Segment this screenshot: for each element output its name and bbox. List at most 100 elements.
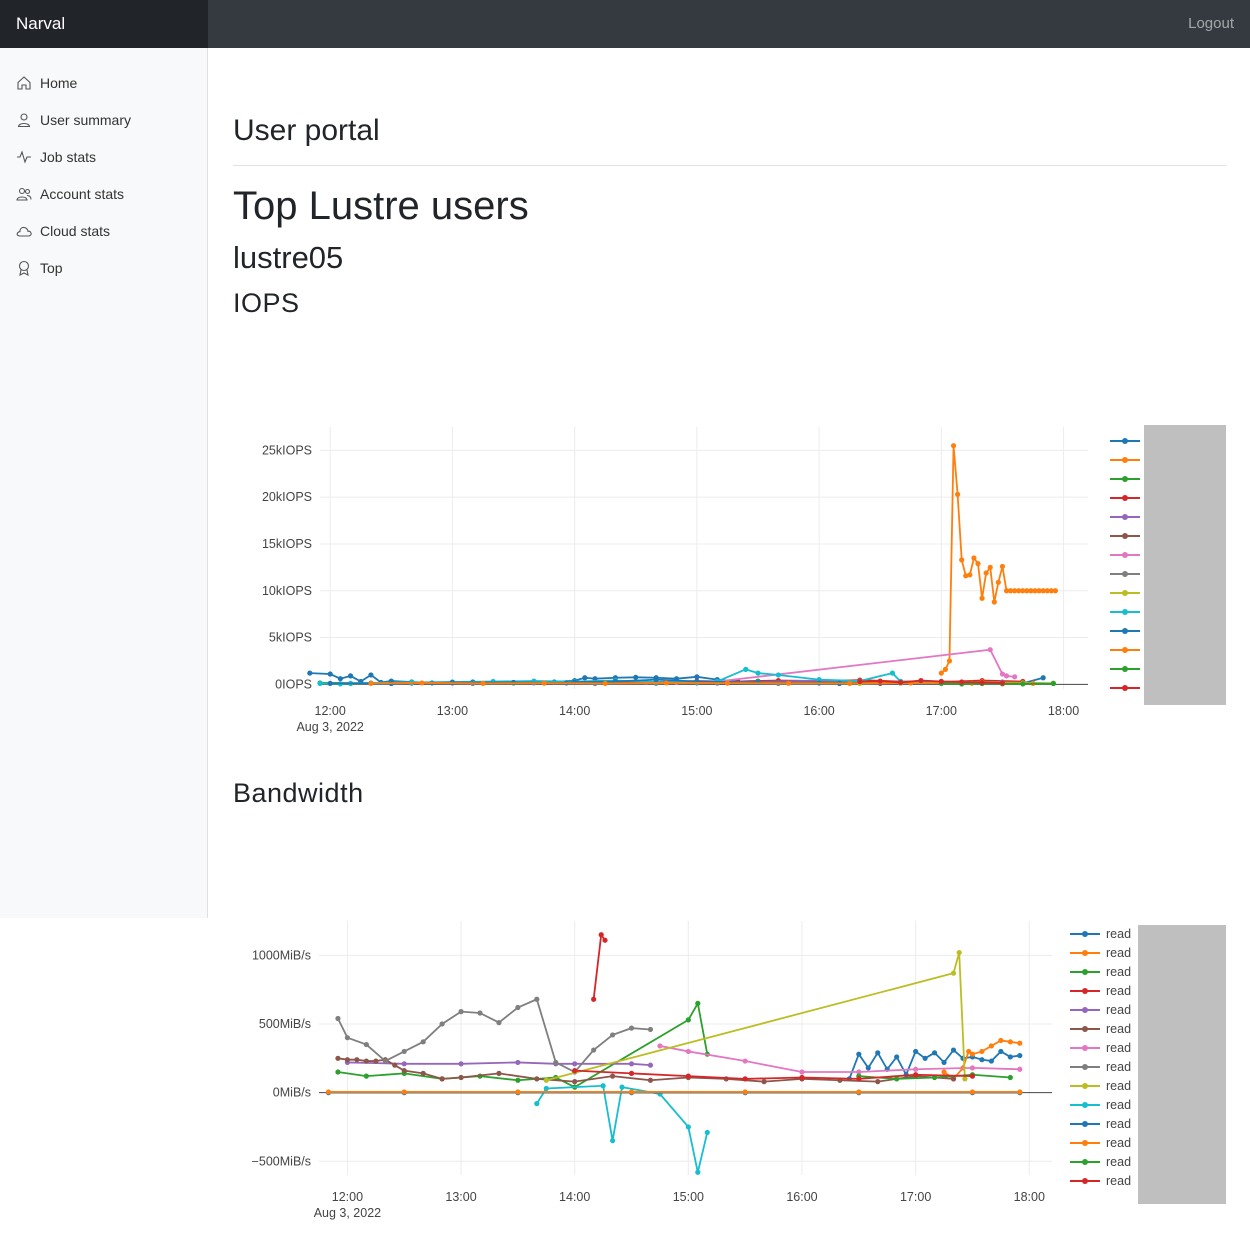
data-point [1007, 1054, 1013, 1060]
people-icon [16, 187, 32, 201]
legend-marker [1122, 514, 1128, 520]
x-tick-label: 16:00 [786, 1190, 817, 1204]
data-point [685, 1073, 691, 1079]
data-point [420, 1070, 426, 1076]
sidebar-item-job-stats[interactable]: Job stats [16, 145, 96, 169]
data-point [401, 1061, 407, 1067]
data-point [619, 1084, 625, 1090]
data-point [894, 1054, 900, 1060]
data-point [628, 1061, 635, 1067]
data-point [458, 1074, 464, 1081]
data-point [694, 674, 700, 680]
sidebar-item-account-stats[interactable]: Account stats [16, 182, 124, 206]
series-line [574, 1069, 973, 1080]
data-point [847, 680, 853, 686]
y-tick-label: 500MiB/s [259, 1017, 311, 1031]
data-point [987, 647, 993, 653]
data-point [572, 1061, 578, 1067]
sidebar-item-label: Account stats [40, 186, 125, 202]
sidebar-item-cloud-stats[interactable]: Cloud stats [16, 219, 110, 243]
data-point [1017, 1066, 1023, 1072]
y-tick-label: 0MiB/s [273, 1086, 311, 1100]
legend-marker [1082, 1102, 1088, 1108]
data-point [857, 678, 863, 685]
activity-icon [17, 150, 31, 164]
data-point [458, 1009, 464, 1015]
data-point [938, 678, 944, 685]
x-date-label: Aug 3, 2022 [296, 720, 363, 734]
data-point [931, 1050, 938, 1056]
legend-panel [1138, 925, 1226, 1204]
brand[interactable]: Narval [0, 0, 208, 48]
data-point [991, 599, 997, 605]
data-point [347, 673, 354, 679]
data-point [572, 1068, 578, 1074]
data-point [742, 1089, 748, 1095]
data-point [591, 996, 597, 1002]
sidebar-item-label: User summary [40, 112, 132, 128]
data-point [363, 1041, 369, 1048]
data-point [959, 679, 965, 685]
data-point [401, 1089, 407, 1095]
legend-label: read [1106, 1079, 1131, 1093]
series-line [859, 679, 1003, 684]
legend-marker [1122, 590, 1128, 596]
data-point [742, 1076, 748, 1082]
legend-marker [1122, 438, 1128, 444]
data-point [971, 555, 977, 561]
data-point [496, 1070, 502, 1076]
data-point [775, 672, 781, 678]
data-point [1028, 588, 1034, 594]
legend-marker [1082, 950, 1088, 956]
legend-marker [1122, 476, 1128, 482]
data-point [591, 1047, 597, 1053]
data-point [553, 1059, 559, 1066]
data-point [602, 937, 608, 943]
logout-link[interactable]: Logout [1188, 15, 1234, 32]
data-point [950, 1076, 957, 1082]
data-point [609, 1138, 616, 1144]
series-line [536, 1084, 709, 1173]
sidebar-item-user-summary[interactable]: User summary [16, 108, 131, 132]
data-point [344, 1057, 351, 1063]
data-point [382, 1058, 388, 1064]
data-point [534, 996, 540, 1002]
data-point [628, 1089, 635, 1095]
data-point [969, 1073, 976, 1079]
data-point [856, 1051, 862, 1057]
data-point [950, 970, 957, 976]
data-point [894, 1076, 900, 1082]
data-point [975, 561, 981, 567]
data-point [959, 557, 965, 563]
data-point [856, 1076, 862, 1082]
data-point [913, 1066, 919, 1072]
data-point [941, 1069, 947, 1075]
y-tick-label: −500MiB/s [252, 1154, 311, 1168]
sidebar-item-top[interactable]: Top [16, 256, 63, 280]
data-point [598, 932, 604, 938]
sidebar-item-home[interactable]: Home [16, 71, 77, 95]
data-point [969, 1065, 976, 1071]
series-line [347, 1061, 651, 1067]
data-point [1007, 1074, 1013, 1081]
data-point [419, 680, 425, 686]
data-point [628, 1025, 635, 1031]
data-point [999, 680, 1006, 686]
legend-marker [1122, 552, 1128, 558]
legend-marker [1082, 1026, 1088, 1032]
y-tick-label: 0IOPS [275, 677, 312, 691]
data-point [515, 1089, 521, 1095]
data-point [724, 680, 731, 686]
legend-marker [1082, 988, 1088, 994]
data-point [1020, 681, 1026, 687]
data-point [979, 1057, 985, 1063]
data-point [496, 1020, 502, 1026]
data-point [799, 1074, 805, 1081]
data-point [600, 1083, 606, 1089]
sidebar-item-label: Job stats [40, 149, 97, 165]
data-point [856, 1069, 862, 1075]
iops-title: IOPS [233, 288, 300, 318]
legend-label: read [1106, 1060, 1131, 1074]
